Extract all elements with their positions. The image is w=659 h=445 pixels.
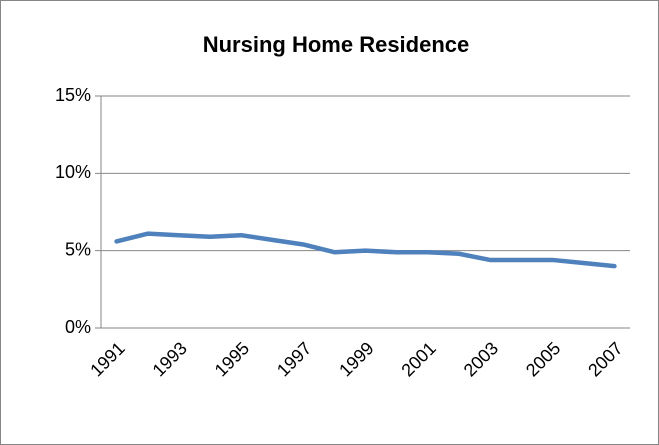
data-line [114,231,617,269]
y-tick-label: 5% [65,239,91,259]
y-tick-label: 10% [55,162,91,182]
y-tick-label: 15% [55,85,91,105]
y-tick-label: 0% [65,317,91,337]
chart-title: Nursing Home Residence [203,32,470,57]
